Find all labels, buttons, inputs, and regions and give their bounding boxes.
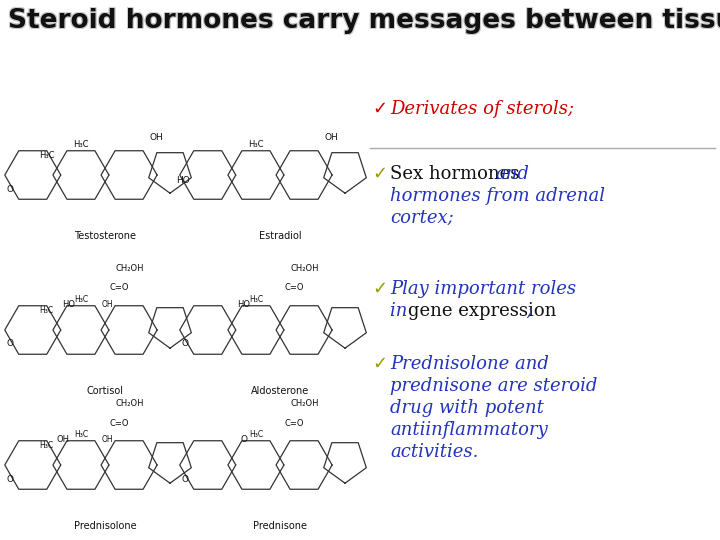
Text: Prednisolone: Prednisolone bbox=[73, 521, 136, 531]
Text: hormones from adrenal: hormones from adrenal bbox=[390, 187, 605, 205]
Text: C=O: C=O bbox=[109, 284, 129, 293]
Text: C=O: C=O bbox=[284, 418, 304, 428]
Text: and: and bbox=[495, 165, 529, 183]
Text: Sex hormones: Sex hormones bbox=[390, 165, 525, 183]
Text: H₃C: H₃C bbox=[40, 306, 54, 315]
Text: HO: HO bbox=[237, 300, 250, 309]
Text: CH₂OH: CH₂OH bbox=[291, 264, 320, 273]
Text: CH₂OH: CH₂OH bbox=[116, 399, 145, 408]
Text: ✓: ✓ bbox=[372, 165, 387, 183]
Text: HO: HO bbox=[62, 300, 75, 309]
Text: O: O bbox=[182, 340, 189, 348]
Text: Testosterone: Testosterone bbox=[74, 231, 136, 241]
Text: Steroid hormones carry messages between tissues: Steroid hormones carry messages between … bbox=[9, 9, 720, 35]
Text: H₃C: H₃C bbox=[39, 151, 55, 160]
Text: O: O bbox=[240, 435, 247, 444]
Text: Steroid hormones carry messages between tissues: Steroid hormones carry messages between … bbox=[7, 8, 720, 34]
Text: OH: OH bbox=[102, 300, 114, 309]
Text: Steroid hormones carry messages between tissues: Steroid hormones carry messages between … bbox=[8, 8, 720, 34]
Text: C=O: C=O bbox=[284, 284, 304, 293]
Text: drug with potent: drug with potent bbox=[390, 399, 544, 417]
Text: ✓: ✓ bbox=[372, 280, 387, 298]
Text: gene expression: gene expression bbox=[408, 302, 557, 320]
Text: Aldosterone: Aldosterone bbox=[251, 386, 309, 396]
Text: Estradiol: Estradiol bbox=[258, 231, 301, 241]
Text: H₃C: H₃C bbox=[249, 430, 263, 438]
Text: Steroid hormones carry messages between tissues: Steroid hormones carry messages between … bbox=[9, 8, 720, 34]
Text: H₃C: H₃C bbox=[74, 295, 88, 303]
Text: Cortisol: Cortisol bbox=[86, 386, 124, 396]
Text: Steroid hormones carry messages between tissues: Steroid hormones carry messages between … bbox=[8, 7, 720, 33]
Text: C=O: C=O bbox=[109, 418, 129, 428]
Text: in: in bbox=[390, 302, 413, 320]
Text: prednisone are steroid: prednisone are steroid bbox=[390, 377, 598, 395]
Text: H₃C: H₃C bbox=[74, 430, 88, 438]
Text: cortex;: cortex; bbox=[390, 209, 454, 227]
Text: Derivates of sterols;: Derivates of sterols; bbox=[390, 100, 574, 118]
Text: ✓: ✓ bbox=[372, 355, 387, 373]
Text: activities.: activities. bbox=[390, 443, 478, 461]
Text: CH₂OH: CH₂OH bbox=[116, 264, 145, 273]
Text: O: O bbox=[182, 475, 189, 483]
Text: OH: OH bbox=[150, 133, 163, 141]
Text: Steroid hormones carry messages between tissues: Steroid hormones carry messages between … bbox=[7, 7, 720, 33]
Text: Steroid hormones carry messages between tissues: Steroid hormones carry messages between … bbox=[9, 7, 720, 33]
Text: OH: OH bbox=[56, 435, 70, 444]
Text: CH₂OH: CH₂OH bbox=[291, 399, 320, 408]
Text: Steroid hormones carry messages between tissues: Steroid hormones carry messages between … bbox=[7, 9, 720, 35]
Text: ✓: ✓ bbox=[372, 100, 387, 118]
Text: OH: OH bbox=[102, 435, 114, 444]
Text: Play important roles: Play important roles bbox=[390, 280, 576, 298]
Text: Prednisone: Prednisone bbox=[253, 521, 307, 531]
Text: H₃C: H₃C bbox=[248, 140, 264, 149]
Text: H₃C: H₃C bbox=[40, 441, 54, 450]
Text: ;: ; bbox=[526, 302, 532, 320]
Text: H₃C: H₃C bbox=[73, 140, 89, 149]
Text: H₃C: H₃C bbox=[249, 295, 263, 303]
Text: antiinflammatory: antiinflammatory bbox=[390, 421, 548, 439]
Text: O: O bbox=[7, 340, 14, 348]
Text: HO: HO bbox=[176, 176, 189, 185]
Text: Steroid hormones carry messages between tissues: Steroid hormones carry messages between … bbox=[8, 9, 720, 35]
Text: Prednisolone and: Prednisolone and bbox=[390, 355, 549, 373]
Text: O: O bbox=[7, 185, 14, 193]
Text: OH: OH bbox=[325, 133, 338, 141]
Text: O: O bbox=[7, 475, 14, 483]
